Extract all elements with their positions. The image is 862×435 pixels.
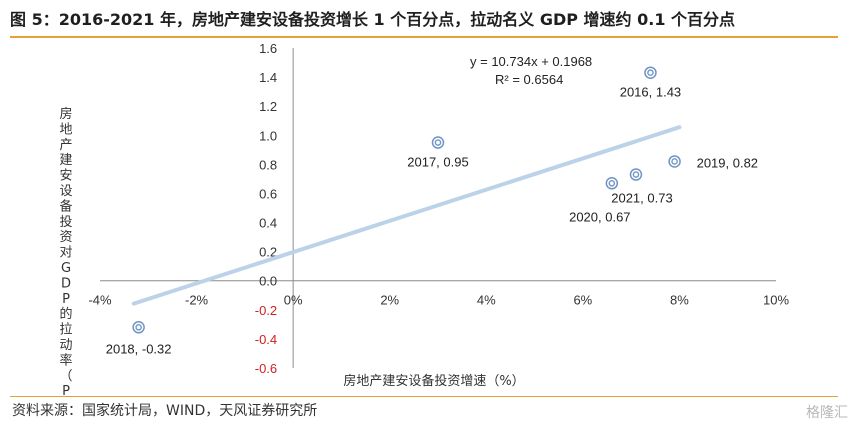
- x-tick-label: 4%: [477, 293, 496, 308]
- trendline-group: [131, 125, 682, 306]
- trend-r-squared: R² = 0.6564: [495, 72, 563, 87]
- source-divider: [10, 396, 838, 397]
- y-tick-label: 0.8: [259, 157, 277, 172]
- point-label-2016: 2016, 1.43: [620, 85, 681, 100]
- point-marker-inner-2019: [671, 158, 678, 165]
- y-tick-label: 1.4: [259, 70, 277, 85]
- point-marker-inner-2021: [632, 171, 640, 178]
- x-tick-label: 0%: [284, 293, 303, 308]
- point-label-2021: 2021, 0.73: [611, 191, 672, 206]
- trendline: [131, 125, 682, 306]
- point-marker-2018: [132, 321, 145, 334]
- title-divider: [10, 36, 838, 38]
- point-label-2018: 2018, -0.32: [106, 341, 172, 356]
- y-tick-label: -0.6: [255, 361, 277, 376]
- y-tick-label: 0.4: [259, 216, 277, 231]
- source-note: 资料来源：国家统计局，WIND，天风证券研究所: [12, 403, 318, 419]
- point-label-2017: 2017, 0.95: [407, 155, 468, 170]
- x-tick-label: 8%: [670, 293, 689, 308]
- trend-equation: y = 10.734x + 0.1968: [470, 54, 592, 69]
- x-tick-label: 10%: [763, 293, 789, 308]
- data-points: [132, 66, 681, 334]
- point-marker-2019: [668, 155, 681, 168]
- y-tick-label: 0.2: [259, 245, 277, 260]
- data-labels: 2016, 1.43 2017, 0.95 2018, -0.32 2019, 0.8…: [106, 85, 758, 357]
- y-tick-label: 0.0: [259, 274, 277, 289]
- x-tick-label: -4%: [88, 293, 112, 308]
- scatter-chart: -4% -2% 0% 2% 4% 6% 8% 10% 1.6 1.4 1.2 1.0 0.8 0.6 0.…: [59, 41, 789, 396]
- point-marker-inner-2018: [135, 323, 142, 331]
- point-label-2019: 2019, 0.82: [697, 155, 758, 170]
- chart-title: 图 5：2016-2021 年，房地产建安设备投资增长 1 个百分点，拉动名义 …: [10, 10, 736, 29]
- y-tick-label: 1.0: [259, 128, 277, 143]
- x-tick-label: -2%: [185, 293, 209, 308]
- point-marker-inner-2017: [434, 139, 442, 146]
- x-tick-labels: -4% -2% 0% 2% 4% 6% 8% 10%: [88, 293, 789, 308]
- y-tick-label: -0.4: [255, 332, 277, 347]
- point-marker-2016: [644, 66, 657, 79]
- point-marker-inner-2020: [608, 179, 616, 187]
- point-marker-2021: [629, 168, 643, 181]
- x-tick-label: 6%: [573, 293, 592, 308]
- x-tick-label: 2%: [380, 293, 399, 308]
- y-tick-label: 1.6: [259, 41, 277, 56]
- y-tick-labels: 1.6 1.4 1.2 1.0 0.8 0.6 0.4 0.2 0.0 -0.2 -0.4 -0.6: [255, 41, 277, 376]
- point-marker-2017: [431, 136, 445, 149]
- y-tick-label: 0.6: [259, 186, 277, 201]
- y-tick-label: -0.2: [255, 303, 277, 318]
- point-marker-inner-2016: [647, 69, 654, 77]
- axes: [100, 48, 776, 368]
- x-axis-label: 房地产建安设备投资增速（%）: [343, 373, 524, 389]
- y-tick-label: 1.2: [259, 99, 277, 114]
- point-marker-2020: [605, 177, 619, 190]
- watermark: 格隆汇: [806, 405, 848, 421]
- point-label-2020: 2020, 0.67: [569, 209, 630, 224]
